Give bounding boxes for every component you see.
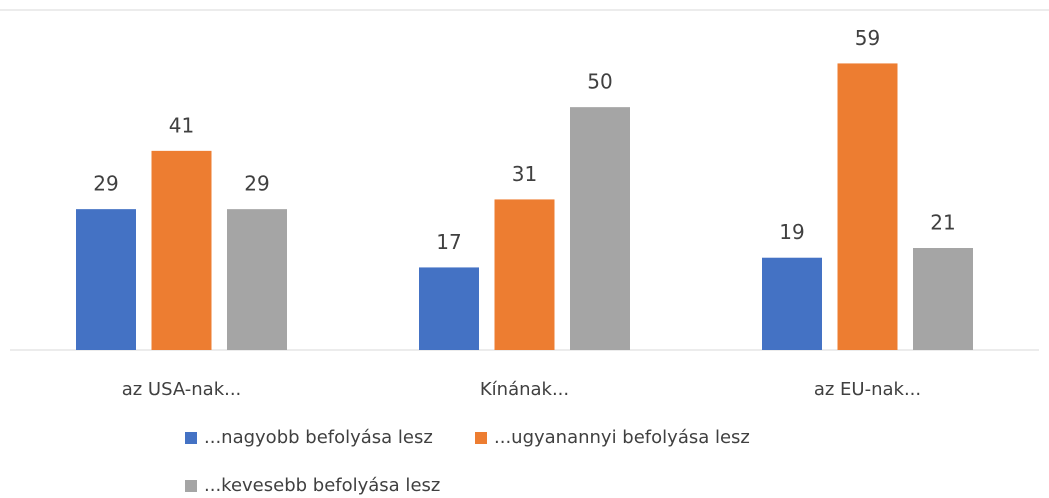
bar	[762, 257, 822, 350]
x-tick-label: Kínának...	[480, 379, 569, 400]
legend-swatch	[185, 480, 197, 492]
bar	[494, 199, 555, 350]
data-label: 59	[855, 26, 880, 50]
data-label: 17	[436, 230, 461, 254]
bar	[151, 150, 212, 350]
x-tick-label: az EU-nak...	[814, 379, 921, 400]
bar	[227, 209, 287, 350]
legend-swatch	[185, 432, 197, 444]
bar	[419, 267, 479, 350]
legend-label: ...nagyobb befolyása lesz	[204, 427, 433, 448]
bar	[76, 209, 136, 350]
data-label: 41	[169, 113, 194, 137]
data-label: 19	[779, 220, 804, 244]
data-label: 21	[930, 211, 955, 235]
data-label: 29	[93, 172, 118, 196]
bar	[570, 107, 630, 351]
data-label: 31	[512, 162, 537, 186]
legend-label: ...ugyanannyi befolyása lesz	[494, 427, 750, 448]
bar	[837, 63, 898, 351]
data-label: 29	[244, 172, 269, 196]
legend-swatch	[475, 432, 487, 444]
legend-label: ...kevesebb befolyása lesz	[204, 475, 440, 496]
data-label: 50	[587, 70, 612, 94]
bar	[913, 248, 973, 350]
x-tick-label: az USA-nak...	[122, 379, 242, 400]
